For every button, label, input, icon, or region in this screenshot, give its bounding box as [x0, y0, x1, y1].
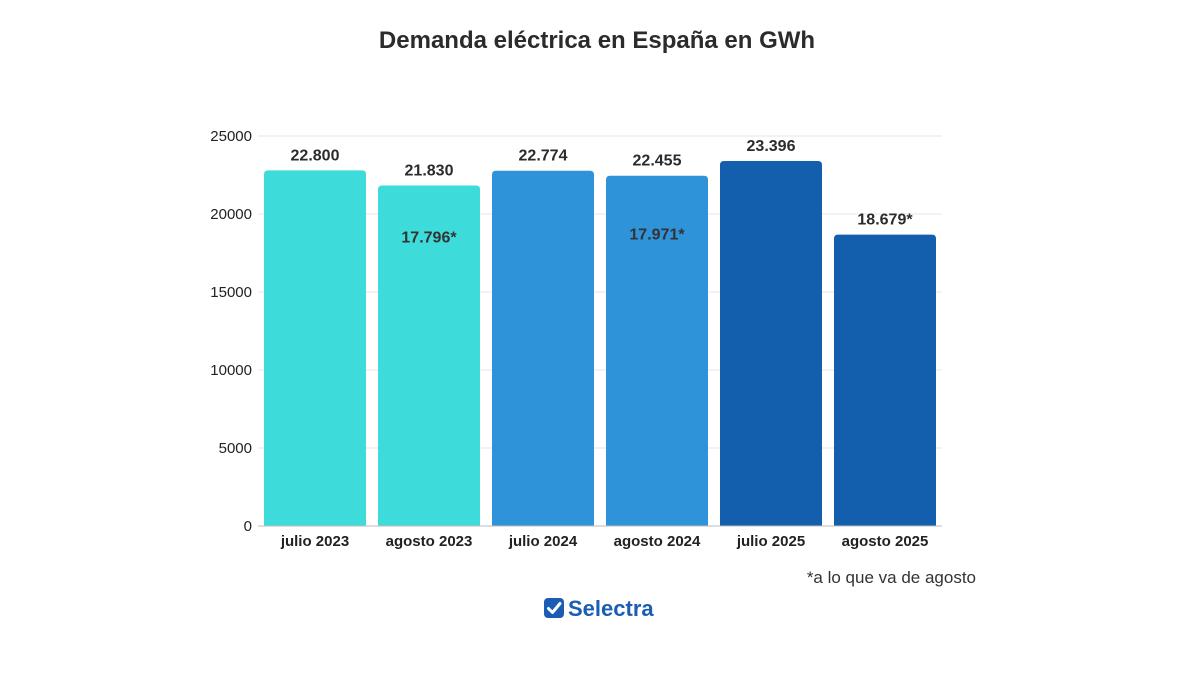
brand-logo: Selectra: [544, 596, 654, 621]
bar: [834, 234, 936, 526]
bar: [720, 161, 822, 526]
y-tick-label: 15000: [210, 284, 252, 301]
value-label: 22.800: [291, 147, 340, 164]
bars: [264, 161, 936, 527]
check-badge-icon: [544, 598, 564, 618]
bar: [264, 170, 366, 526]
value-label: 18.679*: [857, 212, 913, 229]
value-label: 22.774: [519, 148, 568, 165]
y-tick-label: 5000: [219, 440, 252, 457]
footnote: *a lo que va de agosto: [807, 568, 976, 587]
y-axis-ticks: 0 5000 10000 15000 20000 25000: [210, 128, 252, 535]
value-label: 22.455: [633, 153, 682, 170]
x-tick-label: julio 2023: [280, 533, 349, 550]
x-tick-label: agosto 2023: [386, 533, 473, 550]
bar: [492, 170, 594, 527]
data-labels: 22.800 21.830 17.796* 22.774 22.455 17.971* 23…: [291, 138, 914, 246]
y-tick-label: 10000: [210, 362, 252, 379]
y-tick-label: 25000: [210, 128, 252, 145]
x-tick-label: julio 2025: [736, 533, 805, 550]
grid-lines: [258, 135, 942, 449]
chart-title: Demanda eléctrica en España en GWh: [379, 27, 815, 54]
x-axis-ticks: julio 2023 agosto 2023 julio 2024 agosto 20…: [280, 533, 929, 550]
x-tick-label: agosto 2025: [842, 533, 929, 550]
value-label: 21.830: [405, 162, 454, 179]
x-tick-label: julio 2024: [508, 533, 578, 550]
bar: [378, 185, 480, 526]
value-label: 23.396: [747, 138, 796, 155]
x-tick-label: agosto 2024: [614, 533, 701, 550]
bar: [606, 175, 708, 526]
inner-value-label: 17.971*: [629, 227, 685, 244]
brand-name: Selectra: [568, 596, 654, 621]
y-tick-label: 0: [244, 518, 252, 535]
y-tick-label: 20000: [210, 206, 252, 223]
inner-value-label: 17.796*: [401, 229, 457, 246]
